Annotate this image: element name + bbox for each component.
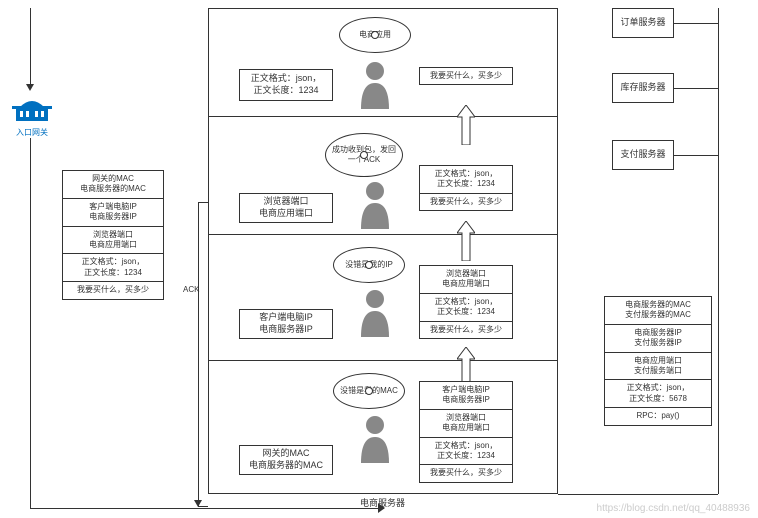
- left-packet: 网关的MAC 电商服务器的MAC 客户端电脑IP 电商服务器IP 浏览器端口 电…: [62, 170, 164, 300]
- info-box: 正文格式：json， 正文长度：1234: [239, 69, 333, 101]
- connector-line: [558, 494, 718, 495]
- right-packet: 电商服务器的MAC 支付服务器的MAC 电商服务器IP 支付服务器IP 电商应用…: [604, 296, 712, 426]
- packet-cell: 客户端电脑IP 电商服务器IP: [63, 199, 163, 227]
- bubble-text: 成功收到包，发回一个ACK: [330, 145, 398, 164]
- packet-cell: 我要买什么，买多少: [420, 322, 512, 338]
- packet-cell: 浏览器端口 电商应用端口: [420, 266, 512, 294]
- connector-line: [718, 8, 719, 494]
- packet-cell: 正文格式：json， 正文长度：1234: [420, 438, 512, 466]
- layer-stack: 客户端电脑IP 电商服务器IP 浏览器端口 电商应用端口 正文格式：json， …: [419, 381, 513, 483]
- packet-cell: RPC：pay(): [605, 408, 711, 424]
- packet-cell: 我要买什么，买多少: [420, 68, 512, 84]
- connector-line: [198, 202, 208, 203]
- packet-cell: 我要买什么，买多少: [420, 465, 512, 481]
- speech-bubble: 没错是我的MAC: [333, 373, 405, 409]
- packet-cell: 网关的MAC 电商服务器的MAC: [63, 171, 163, 199]
- packet-cell: 正文格式：json， 正文长度：1234: [420, 294, 512, 322]
- connector-line: [674, 23, 718, 24]
- layer-2: 成功收到包，发回一个ACK 浏览器端口 电商应用端口 正文格式：json， 正文…: [209, 117, 557, 235]
- gateway-icon: 入口网关: [12, 95, 52, 130]
- ack-line: [198, 202, 199, 506]
- watermark: https://blog.csdn.net/qq_40488936: [597, 503, 750, 514]
- pay-server-box: 支付服务器: [612, 140, 674, 170]
- bubble-text: 电商应用: [359, 30, 391, 40]
- person-icon: [357, 289, 393, 337]
- connector-line: [30, 8, 31, 86]
- person-icon: [357, 415, 393, 463]
- packet-cell: 浏览器端口 电商应用端口: [63, 227, 163, 255]
- bubble-text: 没错是我的IP: [345, 260, 393, 270]
- packet-cell: 电商服务器IP 支付服务器IP: [605, 325, 711, 353]
- info-box: 浏览器端口 电商应用端口: [239, 193, 333, 223]
- layer-1: 电商应用 正文格式：json， 正文长度：1234 我要买什么，买多少: [209, 9, 557, 117]
- server-label: 电商服务器: [360, 496, 405, 509]
- main-container: 电商应用 正文格式：json， 正文长度：1234 我要买什么，买多少 成功收到…: [208, 8, 558, 494]
- packet-cell: 正文格式：json， 正文长度：5678: [605, 380, 711, 408]
- speech-bubble: 没错是我的IP: [333, 247, 405, 283]
- packet-cell: 浏览器端口 电商应用端口: [420, 410, 512, 438]
- connector-line: [30, 138, 31, 508]
- speech-bubble: 成功收到包，发回一个ACK: [325, 133, 403, 177]
- packet-cell: 客户端电脑IP 电商服务器IP: [420, 382, 512, 410]
- speech-bubble: 电商应用: [339, 17, 411, 53]
- ack-label: ACK: [183, 285, 199, 294]
- layer-stack: 正文格式：json， 正文长度：1234 我要买什么，买多少: [419, 165, 513, 211]
- packet-cell: 正文格式：json， 正文长度：1234: [420, 166, 512, 194]
- arrow-down-icon: [194, 500, 202, 507]
- packet-cell: 电商服务器的MAC 支付服务器的MAC: [605, 297, 711, 325]
- packet-cell: 正文格式：json， 正文长度：1234: [63, 254, 163, 282]
- stock-server-box: 库存服务器: [612, 73, 674, 103]
- info-box: 网关的MAC 电商服务器的MAC: [239, 445, 333, 475]
- packet-cell: 电商应用端口 支付服务端口: [605, 353, 711, 381]
- layer-stack: 浏览器端口 电商应用端口 正文格式：json， 正文长度：1234 我要买什么，…: [419, 265, 513, 339]
- arrow-down-icon: [26, 84, 34, 91]
- person-icon: [357, 181, 393, 229]
- person-icon: [357, 61, 393, 109]
- connector-line: [674, 88, 718, 89]
- layer-3: 没错是我的IP 客户端电脑IP 电商服务器IP 浏览器端口 电商应用端口 正文格…: [209, 235, 557, 361]
- order-server-box: 订单服务器: [612, 8, 674, 38]
- connector-line: [674, 155, 718, 156]
- bubble-text: 没错是我的MAC: [340, 386, 398, 396]
- layer-4: 没错是我的MAC 网关的MAC 电商服务器的MAC 客户端电脑IP 电商服务器I…: [209, 361, 557, 494]
- packet-cell: 我要买什么，买多少: [63, 282, 163, 298]
- layer-stack: 我要买什么，买多少: [419, 67, 513, 85]
- packet-cell: 我要买什么，买多少: [420, 194, 512, 210]
- gateway-label: 入口网关: [12, 127, 52, 138]
- connector-line: [30, 508, 384, 509]
- info-box: 客户端电脑IP 电商服务器IP: [239, 309, 333, 339]
